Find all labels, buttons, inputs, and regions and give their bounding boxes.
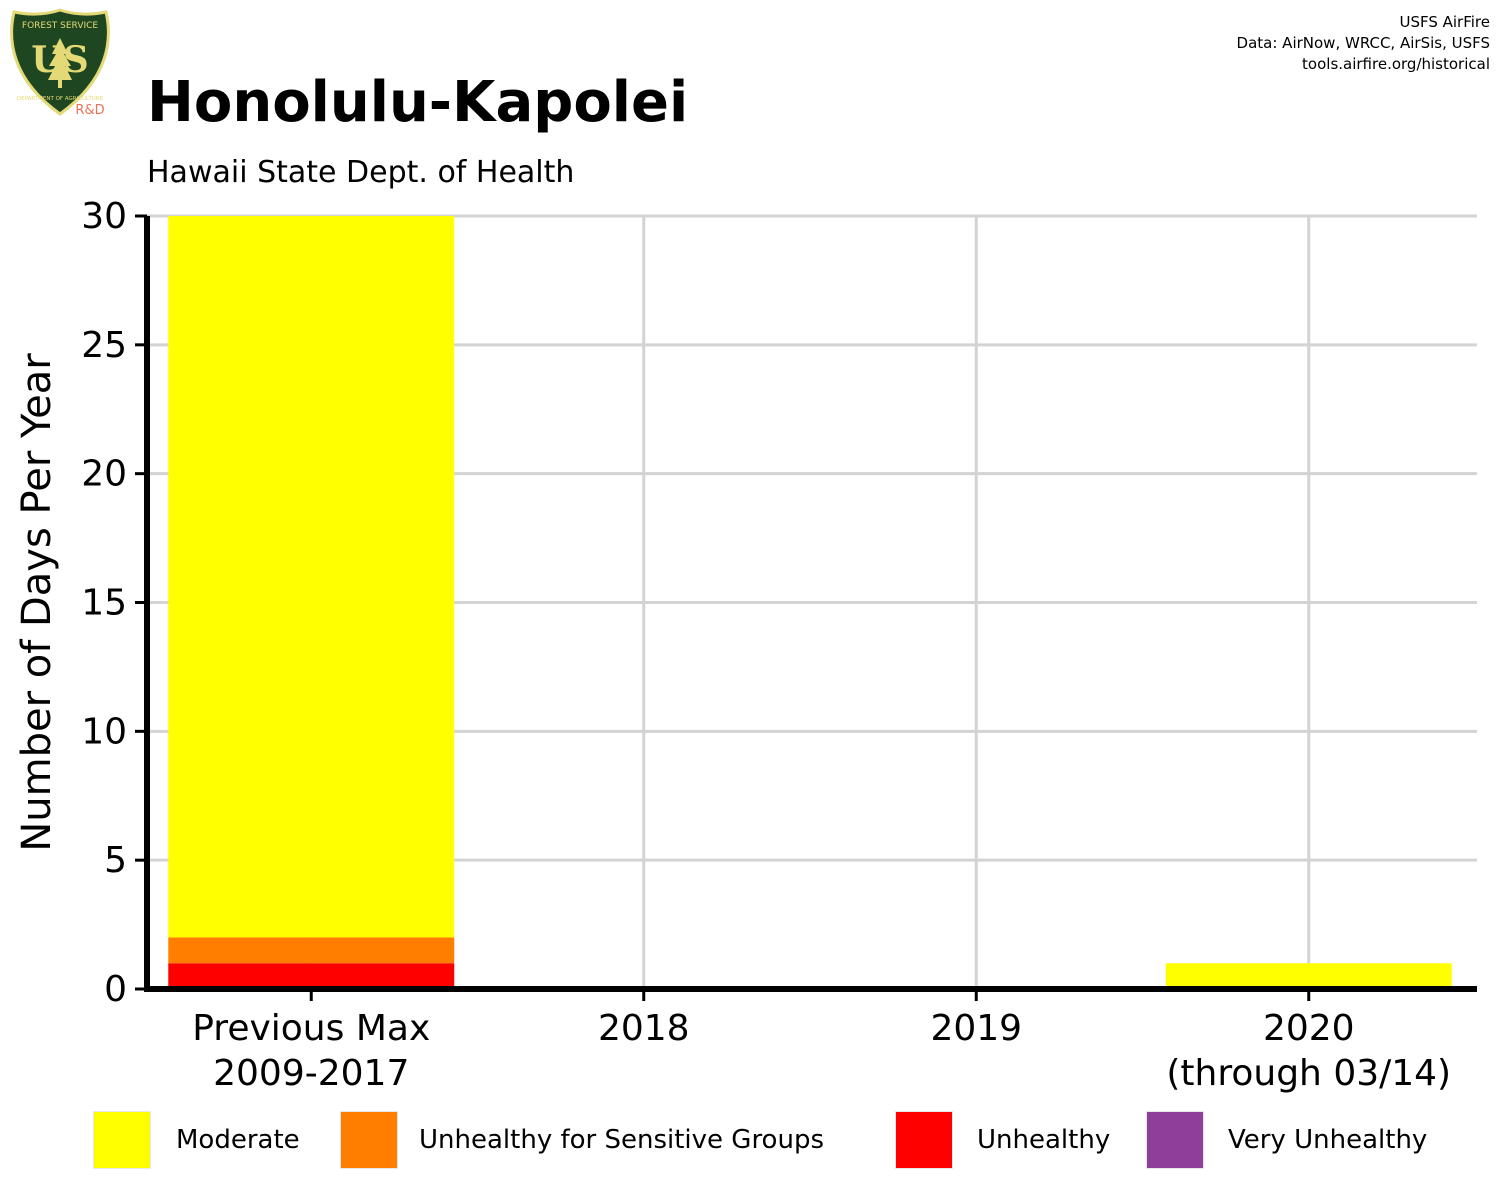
chart-title: Honolulu-Kapolei bbox=[147, 70, 689, 135]
logo-top-text: FOREST SERVICE bbox=[22, 21, 99, 31]
x-tick-label: 2020 bbox=[1263, 1008, 1355, 1049]
y-tick-label: 20 bbox=[81, 454, 127, 495]
legend-swatch bbox=[895, 1111, 953, 1169]
credits: USFS AirFire Data: AirNow, WRCC, AirSis,… bbox=[1237, 12, 1490, 75]
legend-label: Very Unhealthy bbox=[1228, 1125, 1428, 1155]
legend-swatch bbox=[1146, 1111, 1204, 1169]
credit-line: USFS AirFire bbox=[1399, 13, 1490, 31]
x-tick-label: 2019 bbox=[930, 1008, 1022, 1049]
x-tick-label: 2018 bbox=[598, 1008, 690, 1049]
x-tick-label: 2009-2017 bbox=[213, 1053, 409, 1094]
bar-segment bbox=[168, 937, 455, 964]
usfs-logo: FOREST SERVICE US DEPARTMENT OF AGRICULT… bbox=[8, 8, 113, 118]
y-tick-label: 5 bbox=[104, 840, 127, 881]
legend-label: Unhealthy bbox=[977, 1125, 1111, 1155]
y-tick-label: 0 bbox=[104, 969, 127, 1010]
legend-label: Unhealthy for Sensitive Groups bbox=[419, 1125, 824, 1155]
y-tick-label: 30 bbox=[81, 196, 127, 237]
tree-icon bbox=[48, 38, 72, 80]
x-tick-label: (through 03/14) bbox=[1166, 1053, 1451, 1094]
forest-service-shield-icon: FOREST SERVICE US DEPARTMENT OF AGRICULT… bbox=[10, 8, 110, 118]
chart-legend: Moderate Unhealthy for Sensitive Groups Un… bbox=[93, 1111, 1493, 1169]
bar-segment bbox=[168, 216, 455, 938]
y-tick-label: 10 bbox=[81, 711, 127, 752]
chart-subtitle: Hawaii State Dept. of Health bbox=[147, 155, 575, 190]
y-tick-label: 25 bbox=[81, 325, 127, 366]
legend-swatch bbox=[340, 1111, 398, 1169]
legend-label: Moderate bbox=[176, 1125, 300, 1155]
logo-bottom-text: DEPARTMENT OF AGRICULTURE bbox=[17, 96, 104, 102]
x-tick-label: Previous Max bbox=[192, 1008, 430, 1049]
y-tick-label: 15 bbox=[81, 583, 127, 624]
bar-segment bbox=[168, 963, 455, 989]
y-axis-title: Number of Days Per Year bbox=[14, 353, 60, 852]
credit-line: Data: AirNow, WRCC, AirSis, USFS bbox=[1236, 34, 1490, 52]
bar-segment bbox=[1165, 963, 1452, 989]
logo-badge: R&D bbox=[75, 103, 104, 118]
legend-swatch bbox=[93, 1111, 151, 1169]
credit-line: tools.airfire.org/historical bbox=[1302, 55, 1490, 73]
